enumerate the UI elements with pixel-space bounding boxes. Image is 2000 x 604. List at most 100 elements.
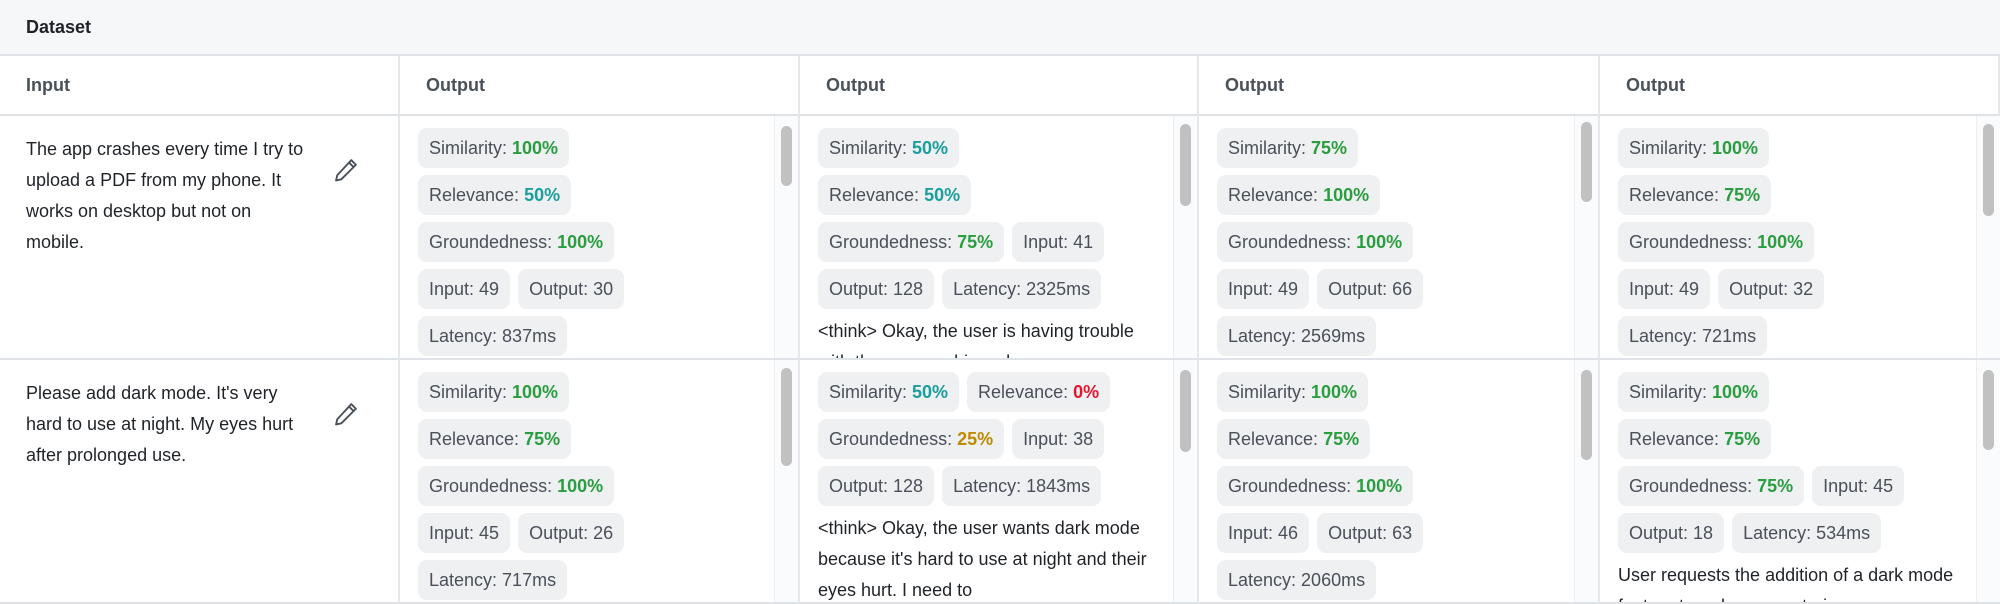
metric-chip: Similarity: 100% — [1217, 372, 1369, 412]
metric-chip: Groundedness: 100% — [418, 222, 615, 262]
metric-label: Similarity: — [1228, 381, 1307, 402]
chip-line: Groundedness: 100% — [418, 466, 764, 506]
metric-chip: Output: 32 — [1718, 269, 1825, 309]
metric-label: Relevance: — [1629, 184, 1720, 205]
scrollbar[interactable] — [1574, 360, 1598, 602]
chip-line: Latency: 721ms — [1618, 316, 1966, 356]
chip-line: Latency: 2060ms — [1217, 560, 1564, 600]
metric-chip: Latency: 2060ms — [1217, 560, 1377, 600]
metric-value: 75% — [524, 428, 561, 449]
metric-chip: Groundedness: 25% — [818, 419, 1005, 459]
metric-label: Latency: 2060ms — [1228, 569, 1366, 590]
chip-line: Groundedness: 75% Input: 45 — [1618, 466, 1966, 506]
scrollbar-thumb[interactable] — [1180, 124, 1191, 206]
chip-line: Input: 49 Output: 66 — [1217, 269, 1564, 309]
metric-label: Groundedness: — [1228, 475, 1352, 496]
edit-pencil-icon[interactable] — [332, 156, 360, 184]
metric-label: Latency: 721ms — [1629, 325, 1757, 346]
scrollbar-thumb[interactable] — [1581, 122, 1592, 202]
metric-value: 25% — [957, 428, 994, 449]
column-header-output: Output — [400, 56, 800, 116]
metric-chip: Similarity: 50% — [818, 372, 960, 412]
chip-line: Output: 128 Latency: 1843ms — [818, 466, 1163, 506]
chip-line: Groundedness: 100% — [1217, 466, 1564, 506]
chip-line: Groundedness: 25% Input: 38 — [818, 419, 1163, 459]
metric-chip: Groundedness: 100% — [418, 466, 615, 506]
scrollbar[interactable] — [1574, 116, 1598, 358]
scrollbar-thumb[interactable] — [781, 368, 792, 466]
chip-line: Groundedness: 100% — [418, 222, 764, 262]
metric-label: Input: 49 — [429, 278, 500, 299]
chip-line: Similarity: 100% — [418, 372, 764, 412]
metric-label: Relevance: — [1228, 428, 1319, 449]
metric-label: Output: 128 — [829, 475, 924, 496]
chip-line: Input: 45 Output: 26 — [418, 513, 764, 553]
metric-value: 50% — [912, 381, 949, 402]
metric-label: Latency: 2569ms — [1228, 325, 1366, 346]
metric-label: Groundedness: — [1629, 231, 1753, 252]
metric-chip: Input: 46 — [1217, 513, 1310, 553]
metric-label: Relevance: — [1228, 184, 1319, 205]
output-cell: Similarity: 50% Relevance: 0% Groundedness: 2… — [800, 360, 1199, 604]
scrollbar[interactable] — [1976, 116, 2000, 358]
metric-chip: Input: 49 — [418, 269, 511, 309]
output-cell: Similarity: 100% Relevance: 75% Groundedness… — [400, 360, 800, 604]
chip-line: Latency: 837ms — [418, 316, 764, 356]
metric-chip: Output: 26 — [518, 513, 625, 553]
metric-label: Relevance: — [429, 184, 520, 205]
metric-label: Similarity: — [1228, 137, 1307, 158]
chip-line: Similarity: 100% — [1618, 372, 1966, 412]
scrollbar[interactable] — [774, 360, 798, 602]
scrollbar-thumb[interactable] — [781, 126, 792, 186]
metric-chip: Similarity: 100% — [418, 372, 570, 412]
metric-value: 100% — [512, 137, 559, 158]
metric-label: Similarity: — [429, 381, 508, 402]
chip-line: Relevance: 50% — [418, 175, 764, 215]
chip-line: Groundedness: 75% Input: 41 — [818, 222, 1163, 262]
scrollbar[interactable] — [1173, 116, 1197, 358]
output-cell: Similarity: 100% Relevance: 75% Groundedness… — [1600, 116, 2000, 360]
output-text: User requests the addition of a dark mod… — [1618, 565, 1954, 602]
metric-chip: Groundedness: 75% — [1618, 466, 1805, 506]
chip-line: Relevance: 75% — [1217, 419, 1564, 459]
output-text: <think> Okay, the user wants dark mode b… — [818, 518, 1147, 600]
metric-label: Relevance: — [429, 428, 520, 449]
scrollbar[interactable] — [1173, 360, 1197, 602]
metric-chip: Similarity: 100% — [1618, 372, 1770, 412]
metric-label: Input: 46 — [1228, 522, 1299, 543]
scrollbar[interactable] — [1976, 360, 2000, 602]
column-header-input: Input — [0, 56, 400, 116]
chip-line: Similarity: 100% — [418, 128, 764, 168]
metric-value: 75% — [1724, 184, 1761, 205]
metric-value: 75% — [1311, 137, 1348, 158]
column-header-output: Output — [1600, 56, 2000, 116]
scrollbar-thumb[interactable] — [1983, 124, 1994, 216]
chip-line: Latency: 2569ms — [1217, 316, 1564, 356]
metric-value: 100% — [1757, 231, 1804, 252]
metric-value: 100% — [1323, 184, 1370, 205]
column-header-output: Output — [1199, 56, 1600, 116]
scrollbar-thumb[interactable] — [1180, 370, 1191, 452]
chip-line: Similarity: 100% — [1217, 372, 1564, 412]
metric-label: Groundedness: — [829, 231, 953, 252]
scrollbar-thumb[interactable] — [1983, 370, 1994, 450]
metric-label: Output: 32 — [1729, 278, 1814, 299]
input-cell: Please add dark mode. It's very hard to … — [0, 360, 400, 604]
metric-chip: Similarity: 75% — [1217, 128, 1359, 168]
metric-value: 75% — [1323, 428, 1360, 449]
metric-value: 100% — [1712, 381, 1759, 402]
scrollbar[interactable] — [774, 116, 798, 358]
chip-line: Similarity: 100% — [1618, 128, 1966, 168]
metric-label: Groundedness: — [1228, 231, 1352, 252]
scrollbar-thumb[interactable] — [1581, 370, 1592, 460]
metric-chip: Similarity: 100% — [418, 128, 570, 168]
metric-chip: Latency: 717ms — [418, 560, 568, 600]
metric-chip: Groundedness: 100% — [1618, 222, 1815, 262]
metric-label: Similarity: — [1629, 137, 1708, 158]
metric-label: Input: 49 — [1629, 278, 1700, 299]
metric-chip: Output: 66 — [1317, 269, 1424, 309]
metric-label: Groundedness: — [829, 428, 953, 449]
edit-pencil-icon[interactable] — [332, 400, 360, 428]
metric-label: Output: 30 — [529, 278, 614, 299]
metric-chip: Groundedness: 75% — [818, 222, 1005, 262]
